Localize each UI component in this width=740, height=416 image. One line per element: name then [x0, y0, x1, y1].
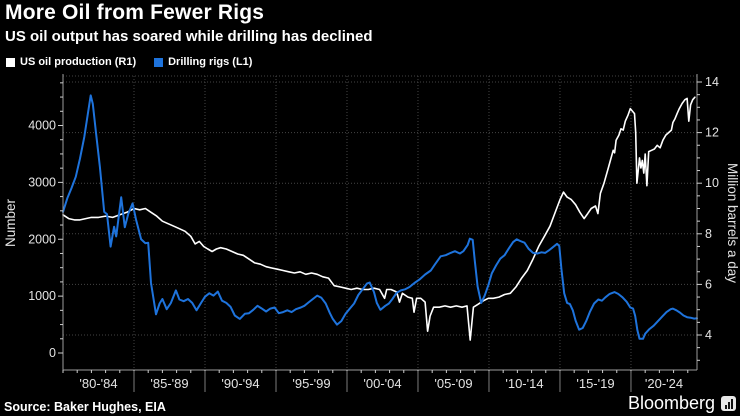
- right-axis-tick-label: 8: [705, 227, 712, 241]
- left-axis-tick-label: 3000: [28, 175, 56, 189]
- bloomberg-chart-icon: [721, 396, 736, 411]
- chart-subtitle: US oil output has soared while drilling …: [5, 28, 373, 45]
- legend-label: Drilling rigs (L1): [168, 56, 253, 68]
- left-axis-tick-label: 1000: [28, 289, 56, 303]
- right-axis-tick-label: 4: [705, 328, 712, 342]
- legend-swatch: [154, 57, 164, 67]
- right-axis-tick-label: 6: [705, 277, 712, 291]
- legend-swatch: [6, 57, 15, 67]
- x-axis-bin-label: '10-'14: [505, 376, 543, 391]
- source-note: Source: Baker Hughes, EIA: [4, 400, 166, 414]
- bloomberg-wordmark: Bloomberg: [627, 393, 715, 413]
- left-axis-title: Number: [3, 198, 18, 247]
- x-axis-bin-label: '80-'84: [79, 376, 117, 391]
- right-axis-tick-label: 12: [705, 126, 719, 140]
- chart-title: More Oil from Fewer Rigs: [5, 1, 265, 24]
- left-axis-tick-label: 0: [49, 346, 56, 360]
- right-axis-title: Million barrels a day: [725, 163, 740, 283]
- legend-item: US oil production (R1): [6, 56, 136, 68]
- x-axis-bin-label: '00-'04: [363, 376, 401, 391]
- bloomberg-logo: Bloomberg: [628, 393, 736, 414]
- chart-legend: US oil production (R1) Drilling rigs (L1): [6, 56, 252, 68]
- series-line-production: [62, 96, 696, 341]
- right-axis-tick-label: 14: [705, 75, 719, 89]
- left-axis-tick-label: 2000: [28, 232, 56, 246]
- x-axis-bin-label: '15-'19: [576, 376, 614, 391]
- x-axis-bin-label: '90-'94: [221, 376, 259, 391]
- left-axis-tick-label: 4000: [28, 119, 56, 133]
- legend-label: US oil production (R1): [20, 56, 137, 68]
- x-axis-bin-label: '95-'99: [292, 376, 330, 391]
- series-line-rigs: [62, 94, 698, 340]
- legend-item: Drilling rigs (L1): [154, 56, 252, 68]
- right-axis-tick-label: 10: [705, 176, 719, 190]
- x-axis-bin-label: '85-'89: [150, 376, 188, 391]
- x-axis-bin-label: '05-'09: [434, 376, 472, 391]
- x-axis-bin-label: '20-'24: [645, 376, 683, 391]
